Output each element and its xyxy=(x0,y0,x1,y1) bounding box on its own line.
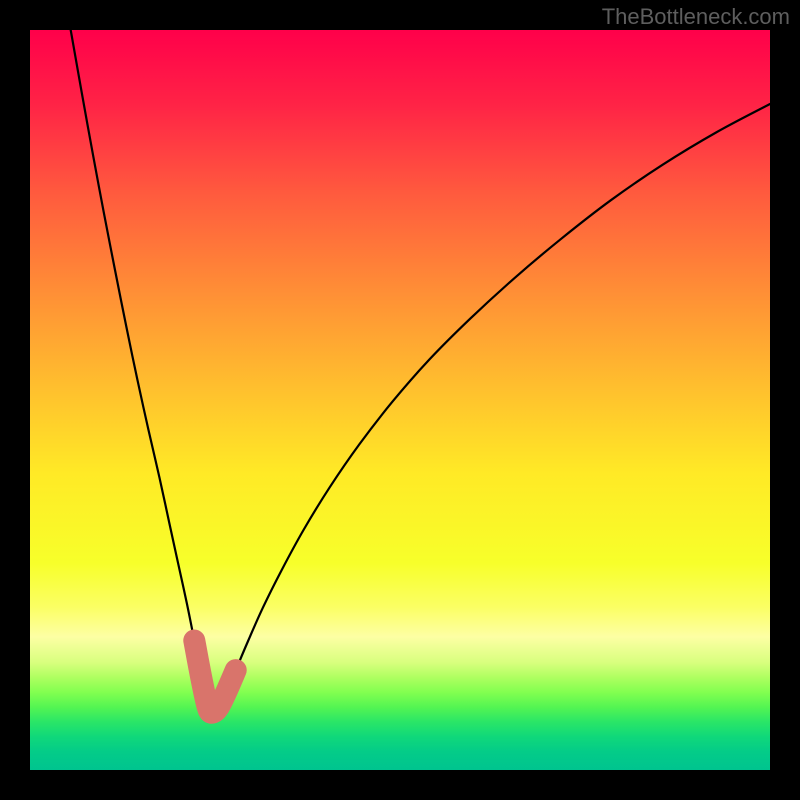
valley-marker xyxy=(30,30,770,770)
watermark-text: TheBottleneck.com xyxy=(602,4,790,30)
plot-area xyxy=(30,30,770,770)
